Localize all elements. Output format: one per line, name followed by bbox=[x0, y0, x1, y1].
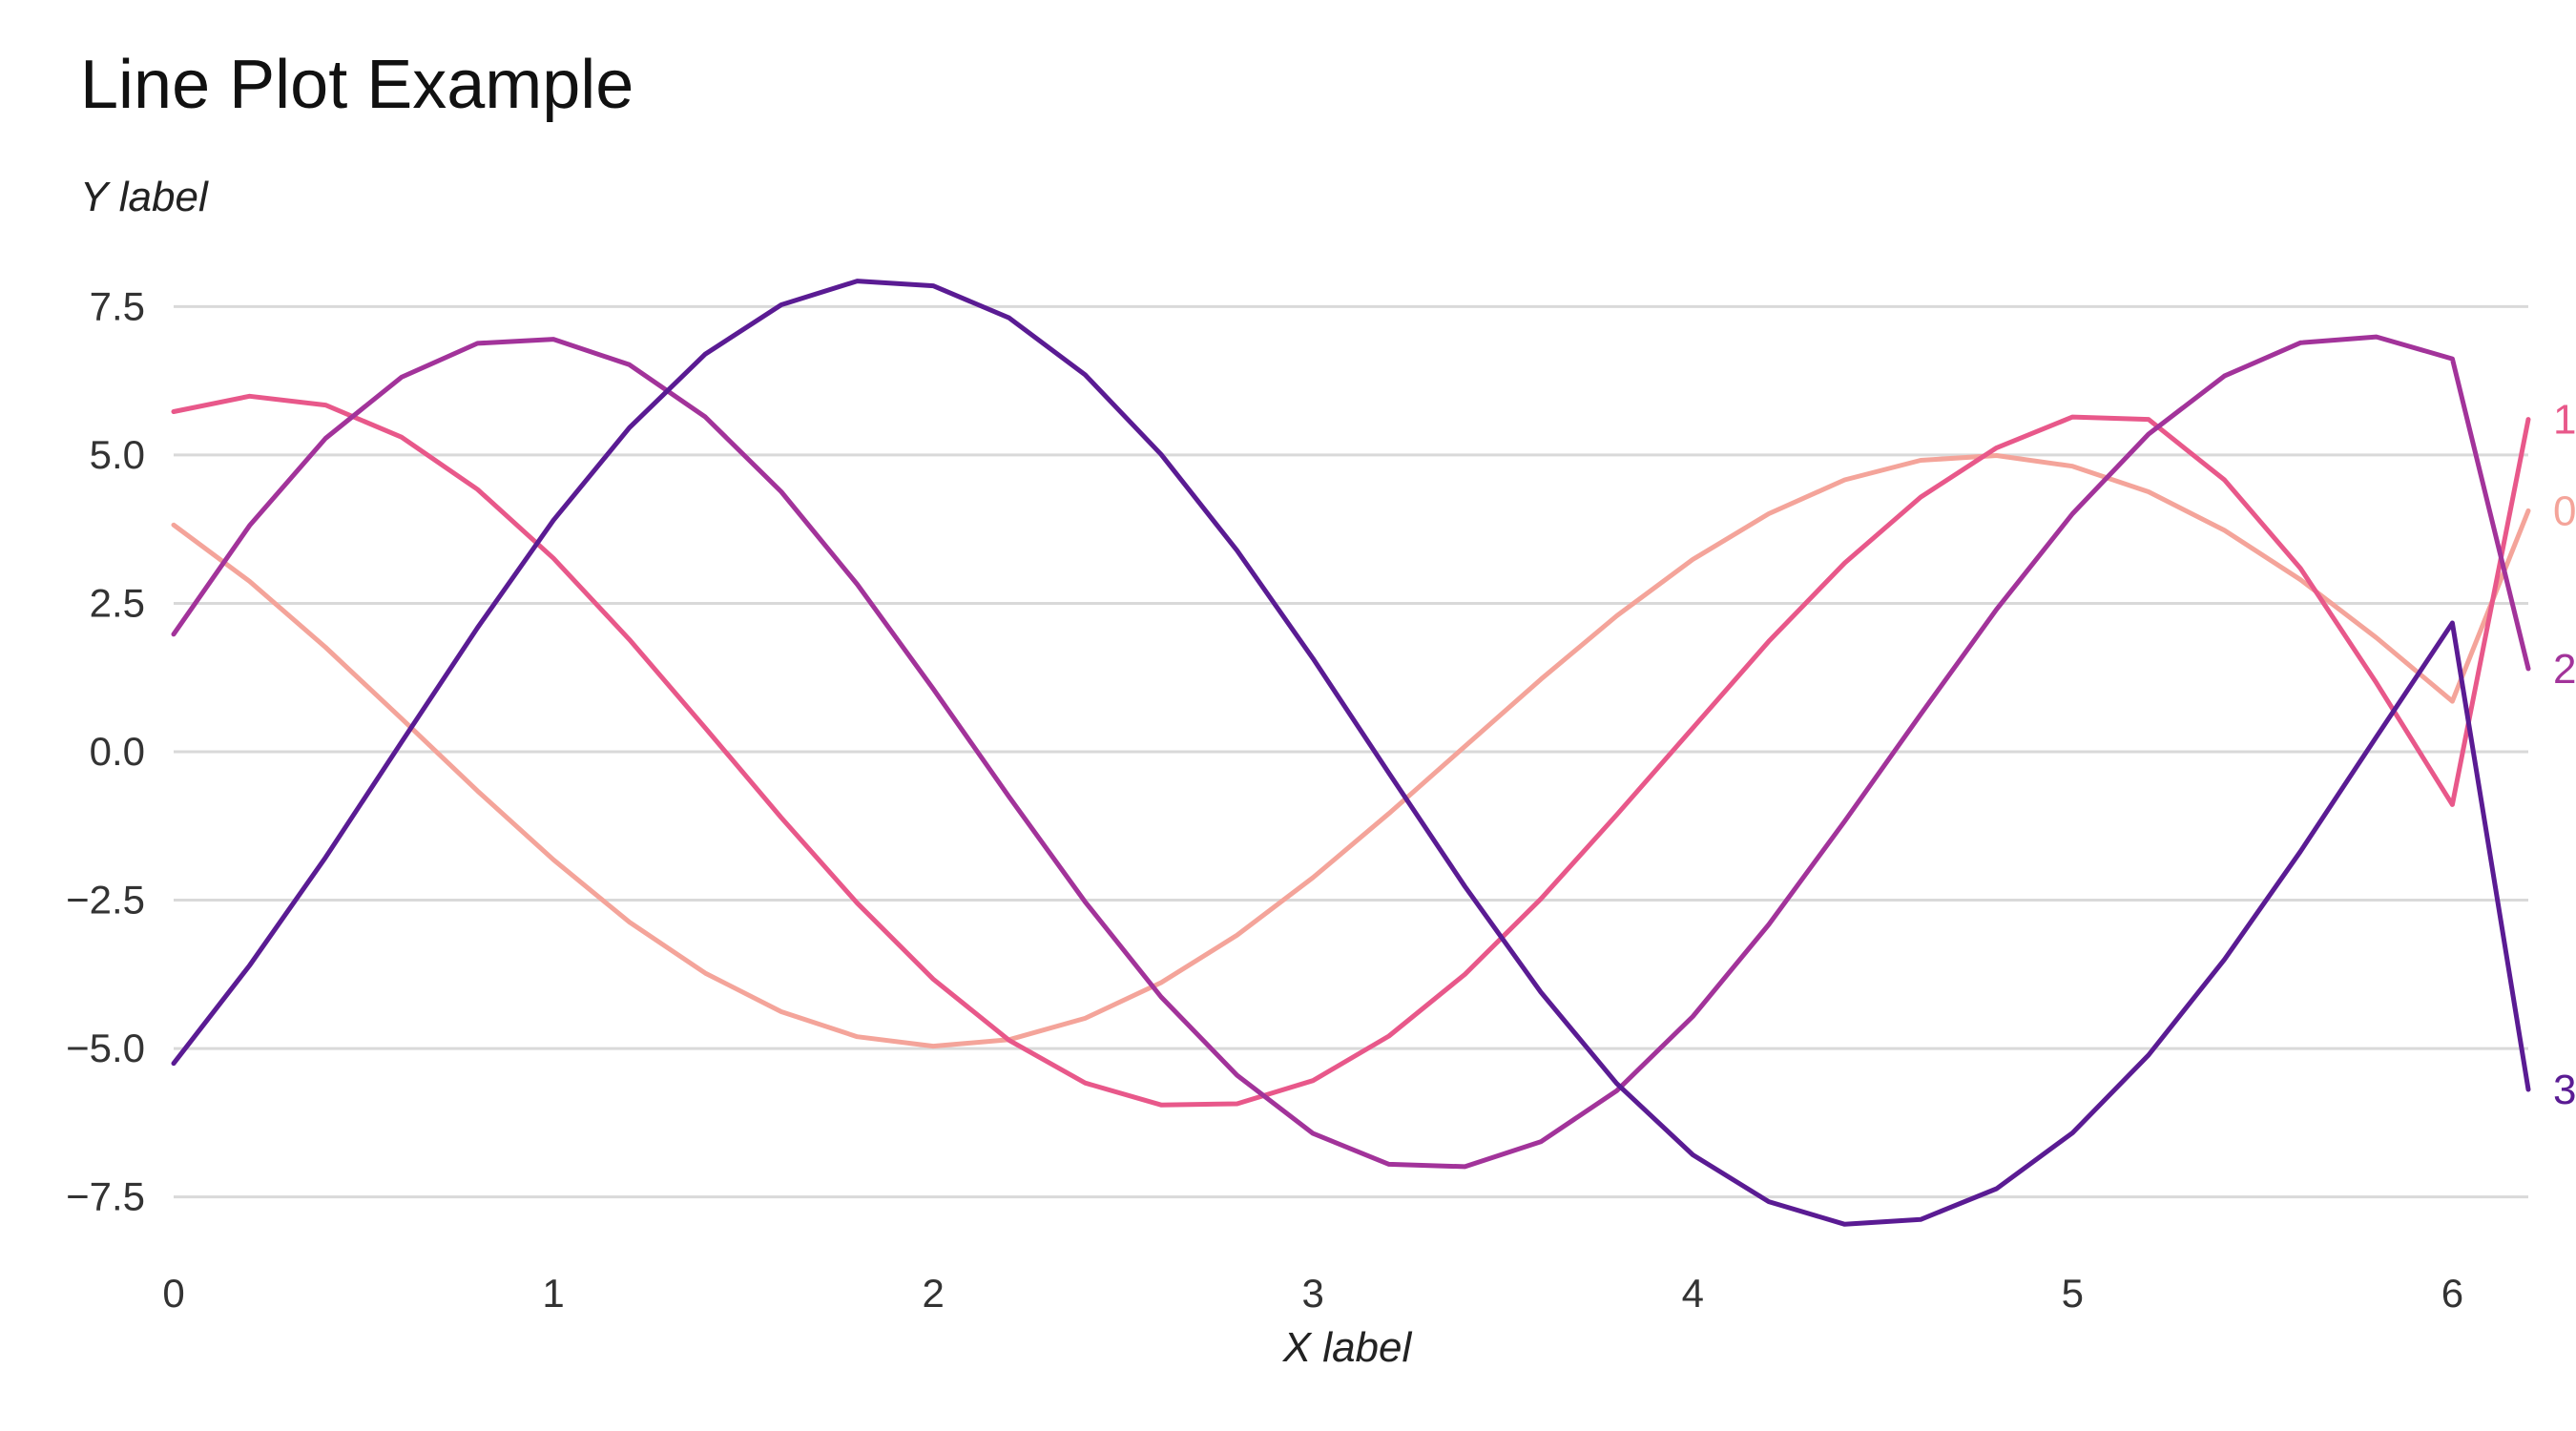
y-tick-label: −5.0 bbox=[66, 1026, 145, 1070]
x-tick-label: 1 bbox=[542, 1271, 564, 1316]
x-tick-label: 0 bbox=[162, 1271, 184, 1316]
series-label-0: 0 bbox=[2553, 487, 2576, 534]
series-label-3: 3 bbox=[2553, 1067, 2576, 1113]
x-tick-label: 3 bbox=[1302, 1271, 1324, 1316]
y-axis-label: Y label bbox=[80, 174, 208, 220]
chart-title: Line Plot Example bbox=[80, 47, 634, 123]
y-tick-label: 7.5 bbox=[90, 283, 145, 328]
y-tick-label: −7.5 bbox=[66, 1174, 145, 1219]
y-tick-label: −2.5 bbox=[66, 878, 145, 923]
series-label-1: 1 bbox=[2553, 397, 2576, 444]
series-line-0 bbox=[171, 453, 2531, 1049]
y-tick-label: 2.5 bbox=[90, 580, 145, 625]
x-tick-label: 2 bbox=[922, 1271, 944, 1316]
x-tick-label: 5 bbox=[2062, 1271, 2084, 1316]
y-tick-labels: 7.5 5.0 2.5 0.0 −2.5 −5.0 −7.5 bbox=[66, 283, 145, 1218]
series-lines bbox=[171, 279, 2531, 1227]
grid-lines bbox=[174, 304, 2528, 1199]
x-tick-label: 4 bbox=[1682, 1271, 1704, 1316]
x-axis-label: X label bbox=[1282, 1324, 1412, 1371]
series-line-2 bbox=[171, 334, 2531, 1170]
x-tick-labels: 0 1 2 3 4 5 6 bbox=[162, 1271, 2463, 1316]
series-label-2: 2 bbox=[2553, 646, 2576, 693]
series-line-1 bbox=[171, 393, 2531, 1108]
series-line-3 bbox=[171, 279, 2531, 1227]
y-tick-label: 5.0 bbox=[90, 432, 145, 477]
x-tick-label: 6 bbox=[2441, 1271, 2463, 1316]
series-end-labels: 0 1 2 3 bbox=[2553, 397, 2576, 1113]
y-tick-label: 0.0 bbox=[90, 729, 145, 774]
